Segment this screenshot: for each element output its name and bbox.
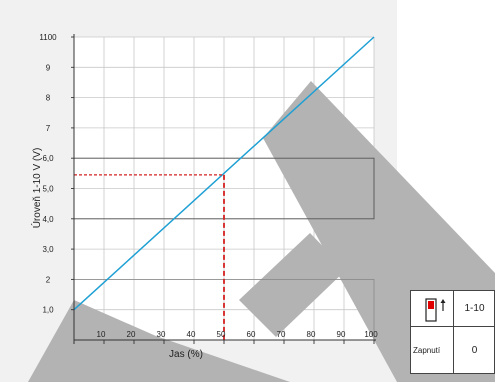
y-tick-label: 2 xyxy=(46,275,51,284)
x-tick-label: 70 xyxy=(277,330,286,339)
x-tick-label: 20 xyxy=(127,330,136,339)
x-tick-label: 60 xyxy=(247,330,256,339)
y-tick-label: 1,0 xyxy=(42,306,54,315)
x-axis-title: Jas (%) xyxy=(169,349,203,360)
marker-lines xyxy=(74,174,225,340)
x-tick-label: 50 xyxy=(217,330,226,339)
series-line xyxy=(73,36,375,311)
axes-group xyxy=(71,34,376,344)
switch-icon-cell xyxy=(411,291,454,327)
switch-table: 1-10 Zapnutí 0 xyxy=(410,290,495,374)
y-tick-label: 8 xyxy=(46,94,51,103)
y-tick-label: 4,0 xyxy=(42,215,54,224)
switch-row1-value: 1-10 xyxy=(454,291,495,327)
y-tick-label: 7 xyxy=(46,124,51,133)
y-tick-label: 5,0 xyxy=(42,185,54,194)
x-tick-label: 10 xyxy=(97,330,106,339)
x-tick-label: 30 xyxy=(157,330,166,339)
switch-row2-value: 0 xyxy=(471,344,478,356)
series-group xyxy=(73,36,375,311)
x-tick-label: 40 xyxy=(187,330,196,339)
x-tick-labels: 10 20 30 40 50 60 70 80 90 100 xyxy=(97,330,379,339)
y-axis-title: Úroveň 1-10 V (V) xyxy=(30,148,43,229)
y-tick-label: 3,0 xyxy=(42,245,54,254)
decor-square xyxy=(239,233,346,337)
y-tick-label: 9 xyxy=(46,63,51,72)
y-tick-label: 6,0 xyxy=(42,154,54,163)
switch-label: Zapnutí xyxy=(411,327,454,373)
y-tick-label: 1100 xyxy=(39,33,57,42)
x-tick-label: 100 xyxy=(364,330,378,339)
y-tick-labels: 1,0 2 3,0 4,0 5,0 6,0 7 8 9 1100 xyxy=(39,33,57,315)
decor-bottom-band xyxy=(28,300,290,382)
x-tick-label: 80 xyxy=(307,330,316,339)
x-tick-label: 90 xyxy=(337,330,346,339)
switch-icon xyxy=(425,298,446,322)
